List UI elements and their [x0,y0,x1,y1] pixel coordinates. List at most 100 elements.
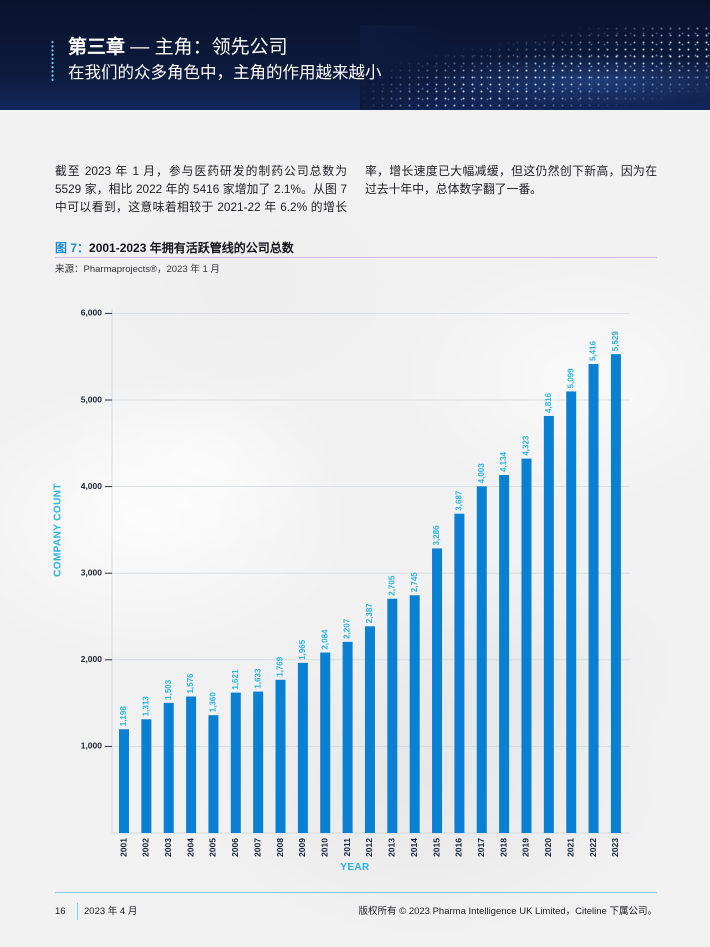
y-tick-label-4000: 4,000 [81,481,103,491]
y-tick-label-1000: 1,000 [81,741,103,751]
bar-2021 [566,391,577,833]
y-axis-ticks: 1,000 2,000 3,000 4,000 5,000 6,000 [81,308,112,751]
x-tick-label-2015: 2015 [431,838,441,857]
chapter-number: 第三章 [68,37,126,58]
x-tick-label-2017: 2017 [476,838,486,857]
bar-2014 [409,595,420,833]
value-label-2012: 2,387 [365,603,374,624]
page-number: 16 [55,906,66,917]
y-tick-label-5000: 5,000 [81,394,103,404]
bar-2007 [253,691,264,833]
figure-title: 图 7：2001-2023 年拥有活跃管线的公司总数 [55,241,294,256]
x-tick-label-2019: 2019 [521,838,531,857]
x-axis-title: YEAR [340,862,370,873]
footer-separator [77,903,78,920]
bar-2020 [543,415,554,833]
value-label-2011: 2,207 [343,618,352,639]
chapter-name: — 主角：领先公司 [130,37,288,58]
value-label-2016: 3,687 [455,490,464,511]
data-labels: 1,198 1,313 1,503 1,576 1,360 1,621 1,633 1,769… [119,331,620,727]
body-line: 率，增长速度已大幅减缓，但这仍然创下新高，因为在 [365,164,657,178]
bar-2006 [230,692,241,833]
x-tick-label-2006: 2006 [230,838,240,857]
bar-2016 [454,513,465,833]
value-label-2023: 5,529 [611,331,620,352]
dotted-rule [51,40,54,82]
bar-2022 [588,363,599,833]
bar-2015 [432,548,443,833]
bar-2008 [275,679,286,833]
body-line: 截至 2023 年 1 月，参与医药研发的制药公司总数为 [55,164,347,178]
x-tick-label-2005: 2005 [208,838,218,857]
footer-rule [55,892,657,893]
x-tick-label-2002: 2002 [141,838,151,857]
x-tick-label-2011: 2011 [342,838,352,857]
bars [119,354,621,833]
body-line: 过去十年中，总体数字翻了一番。 [365,182,542,196]
bar-2017 [476,486,487,833]
x-tick-label-2001: 2001 [118,838,128,857]
x-tick-label-2008: 2008 [275,838,285,857]
bar-2009 [297,662,308,833]
y-tick-label-2000: 2,000 [81,654,103,664]
x-tick-label-2013: 2013 [387,838,397,857]
x-axis-ticks: 2001 2002 2003 2004 2005 2006 2007 2008 2009 2010… [118,838,620,857]
x-tick-label-2021: 2021 [565,838,575,857]
y-tick-label-6000: 6,000 [81,308,103,318]
footer-date: 2023 年 4 月 [84,906,138,917]
bar-2023 [610,354,621,833]
value-label-2002: 1,313 [141,696,150,717]
value-label-2022: 5,416 [589,340,598,361]
body-column-left: 截至 2023 年 1 月，参与医药研发的制药公司总数为 5529 家，相比 2… [55,162,347,216]
x-tick-label-2007: 2007 [252,838,262,857]
y-tick-label-3000: 3,000 [81,567,103,577]
value-label-2001: 1,198 [119,706,128,727]
x-tick-label-2022: 2022 [588,838,598,857]
x-tick-label-2023: 2023 [610,838,620,857]
bar-2011 [342,641,353,833]
figure-title-rule [55,257,657,258]
x-tick-label-2003: 2003 [163,838,173,857]
x-tick-label-2004: 2004 [185,838,195,857]
value-label-2007: 1,633 [253,668,262,689]
bar-2012 [364,626,375,833]
value-label-2010: 2,084 [320,629,329,650]
bar-2018 [499,474,510,833]
value-label-2003: 1,503 [164,679,173,700]
value-label-2005: 1,360 [209,692,218,713]
figure-title-text: 2001-2023 年拥有活跃管线的公司总数 [89,241,294,255]
value-label-2015: 3,286 [432,525,441,546]
x-tick-label-2009: 2009 [297,838,307,857]
chapter-subtitle: 在我们的众多角色中，主角的作用越来越小 [68,64,382,82]
bar-chart: 1,000 2,000 3,000 4,000 5,000 6,000 1,198 1,31… [53,308,630,873]
value-label-2006: 1,621 [231,669,240,690]
footer-copyright: 版权所有 © 2023 Pharma Intelligence UK Limit… [358,906,657,917]
value-label-2014: 2,745 [410,572,419,593]
body-column-right: 率，增长速度已大幅减缓，但这仍然创下新高，因为在 过去十年中，总体数字翻了一番。 [365,162,657,198]
bar-2003 [163,702,174,833]
bar-2010 [320,652,331,833]
bar-2001 [119,729,129,833]
figure-source: 来源：Pharmaprojects®，2023 年 1 月 [55,264,220,275]
bar-2019 [521,458,532,833]
x-tick-label-2020: 2020 [543,838,553,857]
value-label-2019: 4,323 [522,435,531,456]
value-label-2020: 4,816 [544,392,553,413]
x-tick-label-2018: 2018 [498,838,508,857]
bar-2013 [387,598,398,833]
value-label-2017: 4,003 [477,463,486,484]
x-tick-label-2014: 2014 [409,838,419,857]
x-tick-label-2012: 2012 [364,838,374,857]
value-label-2004: 1,576 [186,673,195,694]
y-axis-title: COMPANY COUNT [53,483,64,577]
header-starfield-fade [360,25,450,110]
value-label-2013: 2,705 [387,575,396,596]
bar-2002 [141,719,152,833]
value-label-2018: 4,134 [499,451,508,472]
chapter-header: 第三章 — 主角：领先公司 在我们的众多角色中，主角的作用越来越小 [0,0,710,110]
body-line: 中可以看到，这意味着相较于 2021-22 年 6.2% 的增长 [55,200,347,214]
value-label-2008: 1,769 [276,656,285,677]
value-label-2009: 1,965 [298,639,307,660]
x-tick-label-2016: 2016 [454,838,464,857]
x-tick-label-2010: 2010 [319,838,329,857]
